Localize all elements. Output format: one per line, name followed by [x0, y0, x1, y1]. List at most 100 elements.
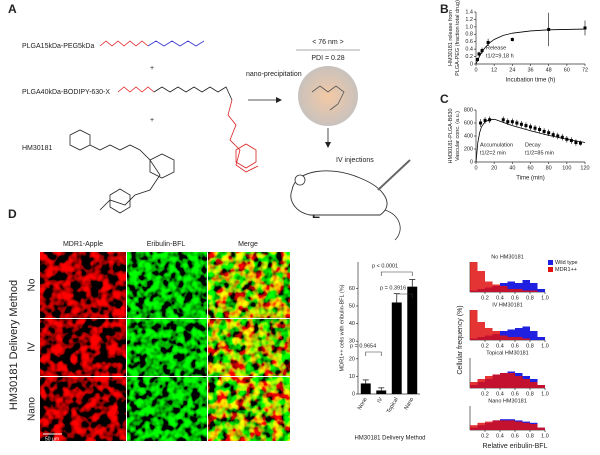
mouse-tail [384, 209, 401, 241]
panel-label: D [8, 207, 17, 221]
plus: + [150, 65, 154, 72]
hist-bar [537, 385, 545, 388]
y-tick-label: 1.2 [465, 17, 473, 23]
x-tick-label: IV [376, 396, 384, 404]
hist-bar [515, 328, 523, 340]
point [551, 133, 555, 137]
point [506, 120, 510, 124]
hist-bar [515, 289, 523, 292]
hist-bar [500, 373, 508, 388]
point [519, 122, 523, 126]
hist-bar [492, 284, 500, 292]
x-tick-label: 60 [527, 165, 533, 171]
y-tick-label: 0 [470, 159, 473, 165]
hist-bar [507, 420, 515, 430]
y-tick-label: 10 [349, 374, 355, 380]
structure [99, 40, 149, 47]
y-tick-label: 0.4 [465, 47, 473, 53]
x-tick-label: 0 [474, 67, 477, 73]
x-tick-label: 120 [580, 165, 589, 171]
hist-title: No HM30181 [491, 254, 523, 260]
legend-label: MDR1++ [555, 267, 577, 273]
x-tick-label: 0.6 [511, 391, 519, 397]
x-axis-label: Time (min) [516, 176, 544, 182]
y-tick-label: 400 [464, 133, 473, 139]
x-tick-label: 60 [564, 67, 570, 73]
x-tick-label: 100 [562, 165, 571, 171]
point [529, 125, 532, 129]
point [488, 118, 492, 122]
point [565, 137, 569, 141]
y-tick-label: 30 [349, 339, 355, 345]
arrow-head [276, 97, 282, 103]
hist-bar [522, 280, 530, 292]
drug-label: HM30181 [22, 145, 52, 152]
point [515, 121, 519, 125]
image [40, 377, 126, 441]
scale-label: 50 µm [45, 436, 59, 442]
panel-label: B [440, 2, 449, 16]
y-tick-label: 800 [464, 107, 473, 113]
x-tick-label: 1.0 [541, 391, 549, 397]
fit-curve [494, 118, 586, 143]
hist-bar [500, 286, 508, 292]
hist-bar [522, 338, 530, 340]
hist-bar [485, 421, 493, 430]
hist-bar [470, 382, 478, 388]
bracket [380, 271, 413, 276]
step-label: nano-precipitation [246, 71, 302, 78]
point [538, 128, 542, 131]
x-tick-label: 36 [527, 67, 533, 73]
y-tick-label: 20 [349, 356, 355, 362]
hist-bar [507, 289, 515, 292]
row-label: IV [27, 342, 38, 352]
image [40, 252, 126, 318]
structure [227, 99, 259, 173]
hist-bar [500, 335, 508, 340]
arrow-head [325, 142, 331, 148]
y-tick-label: 0.6 [465, 39, 473, 45]
nanoparticle [298, 66, 358, 126]
x-tick-label: 1.0 [541, 433, 549, 439]
hist-bar [485, 328, 493, 340]
x-tick-label: 0.4 [496, 433, 504, 439]
legend-swatch [548, 267, 553, 272]
point [479, 121, 483, 125]
x-tick-label: 1.0 [541, 343, 549, 349]
x-tick-label: 20 [491, 165, 497, 171]
point [510, 37, 514, 41]
annotation: t1/2=2 min [480, 150, 506, 156]
y-tick-label: 0.8 [465, 32, 473, 38]
point [556, 134, 560, 138]
hist-title: Topical HM30181 [486, 350, 529, 356]
x-axis-label: HM30181 Delivery Method [354, 436, 425, 442]
x-tick-label: 0.2 [481, 343, 489, 349]
x-tick-label: 0.6 [511, 343, 519, 349]
x-tick-label: 0.6 [511, 295, 519, 301]
pdi-label: PDI = 0.28 [311, 55, 344, 62]
hist-bar [530, 331, 538, 340]
x-tick-label: 0.2 [481, 433, 489, 439]
y-tick-label: 200 [464, 146, 473, 152]
x-tick-label: 0.4 [496, 391, 504, 397]
x-tick-label: 0.4 [496, 343, 504, 349]
structure [235, 143, 257, 169]
hist-bar [500, 420, 508, 430]
size-label: < 76 nm > [312, 39, 344, 46]
bar [376, 390, 387, 394]
image [127, 252, 207, 318]
hist-bar [515, 337, 523, 340]
annotation: t1/2=85 min [525, 150, 554, 156]
y-tick-label: 60 [349, 286, 355, 292]
panel-label: C [440, 92, 449, 106]
bar [360, 383, 371, 394]
structure [69, 129, 91, 151]
mouse-ear [294, 174, 306, 186]
annotation: Release [486, 45, 506, 51]
structure [149, 153, 175, 179]
point [480, 49, 484, 53]
hist-bar [530, 382, 538, 388]
x-tick-label: Topical [386, 397, 400, 415]
y-axis-label: HM30181 release from [448, 10, 454, 66]
y-tick-label: 40 [349, 321, 355, 327]
